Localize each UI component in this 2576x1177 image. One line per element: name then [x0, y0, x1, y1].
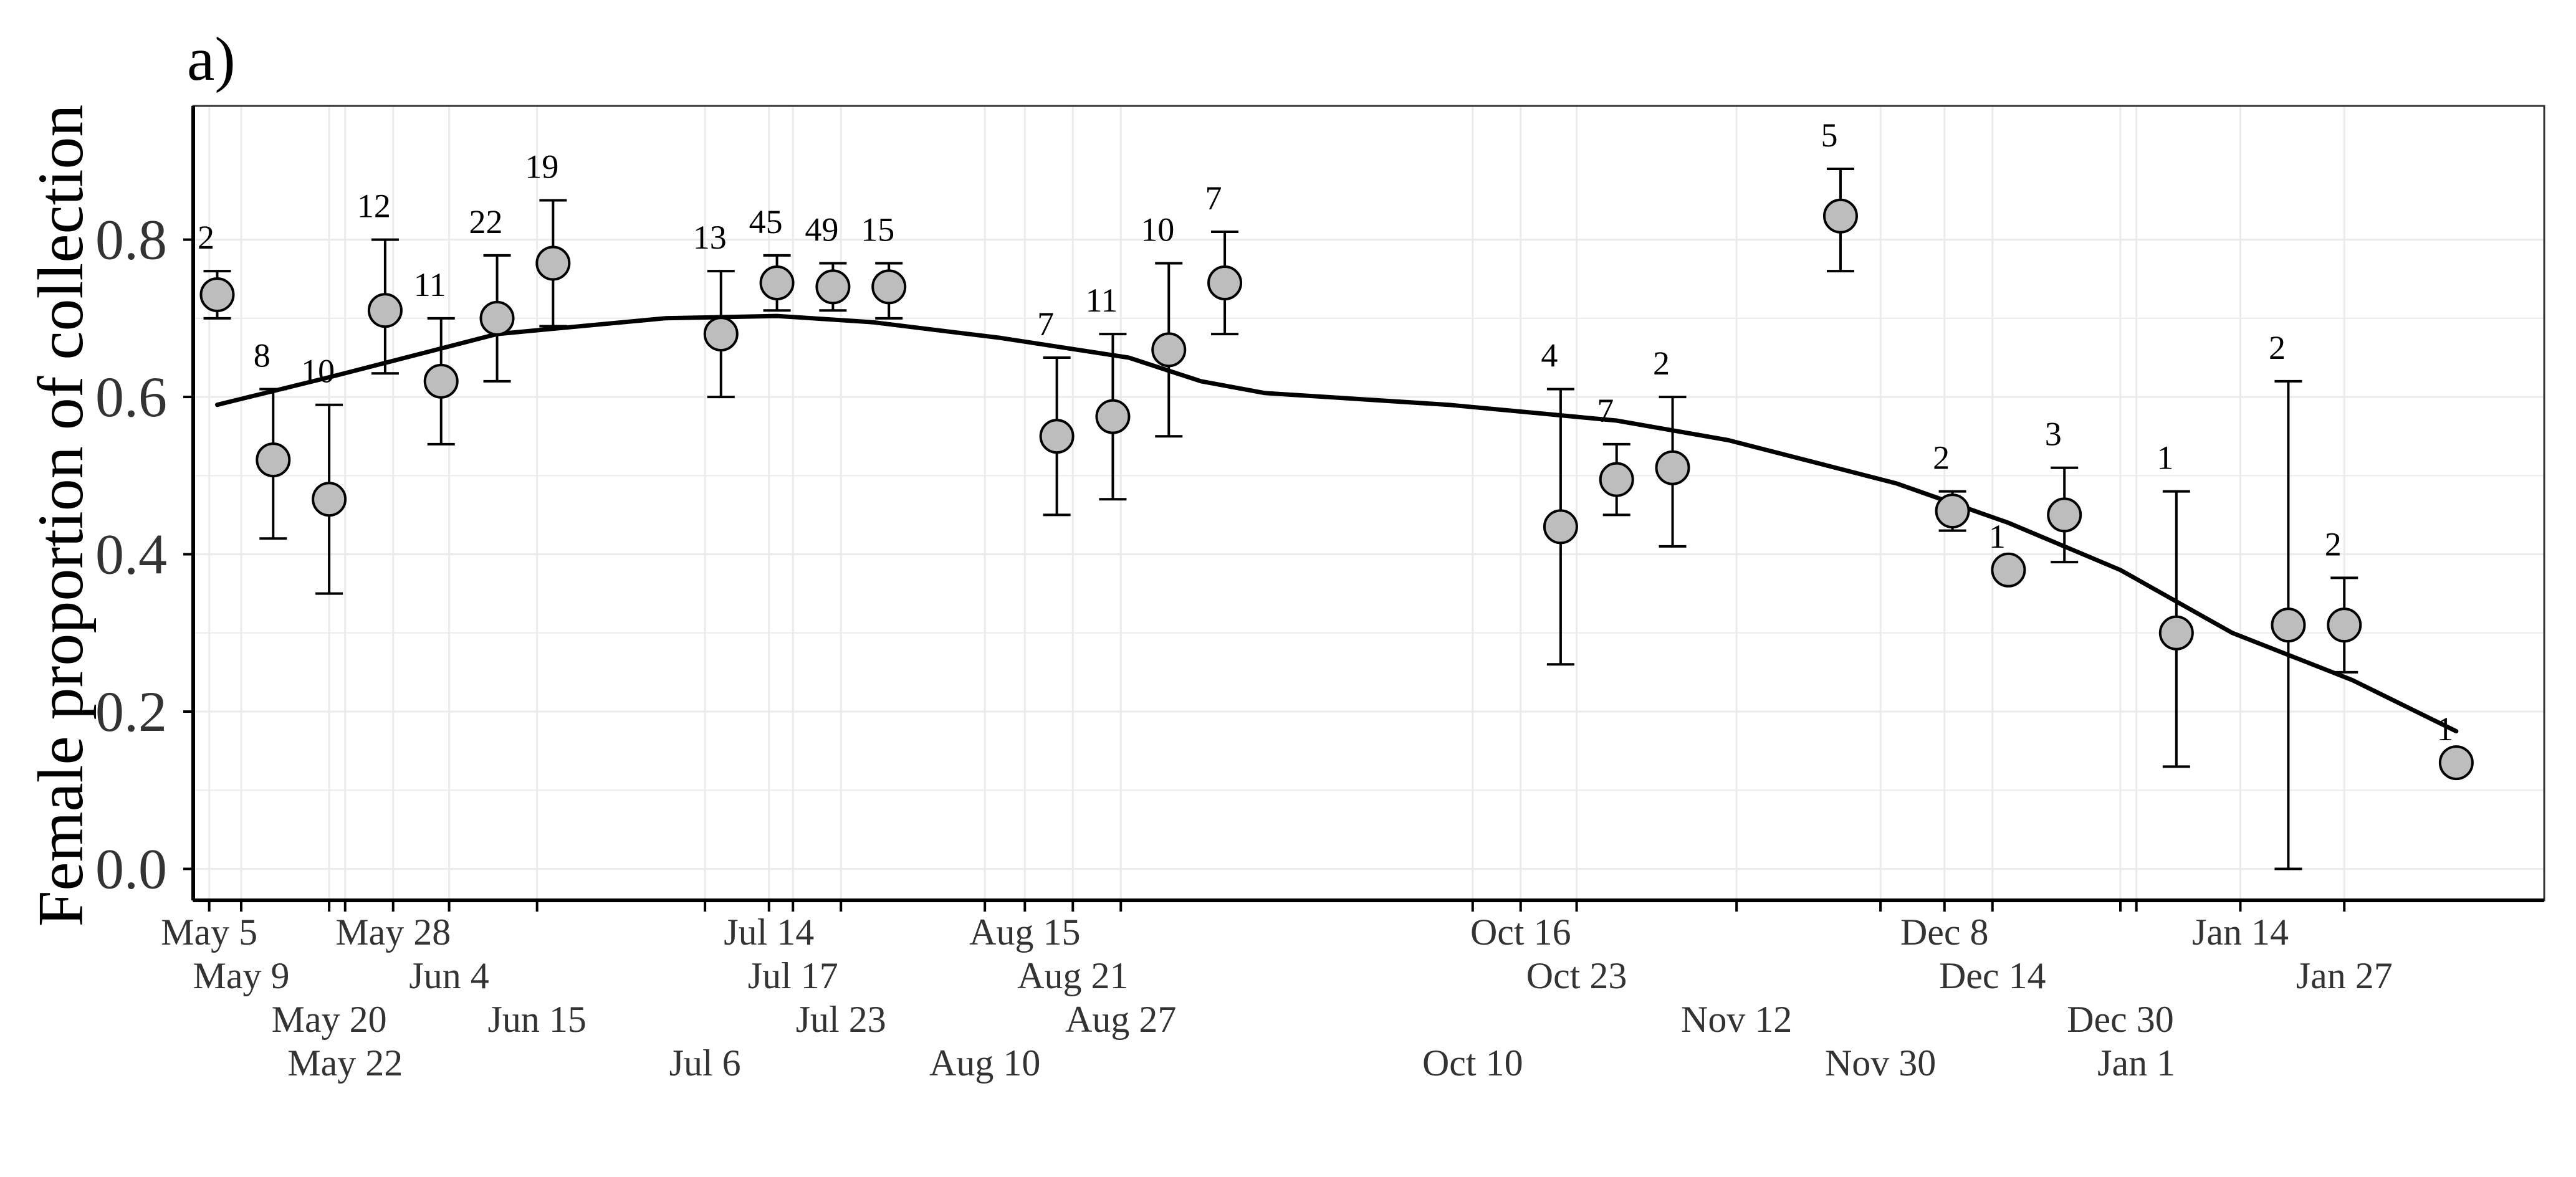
sample-size-label: 8 [254, 336, 271, 374]
data-point [1151, 332, 1187, 368]
sample-size-label: 11 [1085, 282, 1118, 319]
sample-size-label: 2 [2325, 525, 2342, 563]
x-tick-label: Jan 1 [2097, 1042, 2175, 1084]
data-point [1822, 198, 1858, 234]
sample-size-label: 2 [198, 219, 214, 256]
x-tick-label: Oct 16 [1470, 912, 1571, 953]
sample-size-label: 49 [805, 211, 838, 248]
sample-size-label: 3 [2045, 416, 2062, 453]
y-tick-label: 0.6 [95, 365, 167, 429]
sample-size-label: 11 [414, 266, 446, 303]
axis-layer [191, 105, 2545, 902]
x-tick-label: Jun 4 [409, 955, 489, 996]
y-axis-title: Female proportion of collection [25, 105, 97, 927]
data-point [312, 482, 347, 517]
sample-size-label: 45 [749, 203, 783, 241]
sample-size-label: 13 [693, 219, 727, 256]
x-tick-label: Dec 8 [1900, 912, 1989, 953]
sample-size-label: 1 [2157, 439, 2173, 477]
trend-line [215, 313, 2459, 734]
data-point [2047, 497, 2082, 533]
x-tick-label: Jul 6 [669, 1042, 741, 1084]
data-point [367, 293, 403, 328]
panel-label: a) [187, 24, 236, 93]
data-point [815, 269, 851, 305]
data-point [1599, 462, 1634, 497]
sample-size-label: 4 [1541, 336, 1558, 374]
data-point [423, 363, 459, 399]
data-point [2271, 608, 2306, 643]
x-tick-label: May 20 [272, 999, 387, 1040]
data-point [871, 269, 907, 305]
grid-layer [193, 106, 2544, 900]
data-point [2327, 608, 2362, 643]
data-point [1207, 265, 1243, 301]
data-point [1039, 419, 1075, 454]
data-point [759, 265, 795, 301]
sample-size-label: 1 [2436, 710, 2453, 748]
x-tick-label: Dec 14 [1939, 955, 2046, 996]
y-tick-label: 0.2 [95, 680, 167, 743]
x-tick-label: Aug 15 [969, 912, 1080, 953]
data-point [535, 245, 571, 281]
sample-size-label: 7 [1597, 392, 1614, 429]
x-tick-label: Jul 14 [724, 912, 814, 953]
x-tick-label: Oct 23 [1526, 955, 1627, 996]
sample-size-label: 22 [469, 203, 503, 241]
x-tick-label: Jan 27 [2296, 955, 2393, 996]
x-tick-label: May 28 [335, 912, 451, 953]
sample-size-label: 10 [1141, 211, 1174, 248]
y-tick-label: 0.4 [95, 523, 167, 586]
data-point [1935, 493, 1970, 529]
sample-size-label: 7 [1205, 179, 1222, 217]
x-tick-label: Jun 15 [488, 999, 587, 1040]
plot-panel [193, 106, 2544, 900]
data-point [479, 300, 515, 336]
x-tick-label: Nov 12 [1681, 999, 1792, 1040]
y-tick-label: 0.0 [95, 837, 167, 901]
data-point [703, 317, 739, 352]
data-point [256, 442, 291, 478]
x-tick-label: Aug 10 [929, 1042, 1040, 1084]
sample-size-label: 5 [1821, 117, 1837, 154]
sample-size-label: 2 [2269, 329, 2286, 366]
sample-size-label: 2 [1933, 439, 1950, 477]
sample-size-label: 7 [1037, 305, 1054, 343]
x-tick-label: Jan 14 [2192, 912, 2289, 953]
sample-size-label: 2 [1653, 345, 1670, 382]
x-tick-label: Aug 27 [1065, 999, 1176, 1040]
data-points-layer [199, 198, 2474, 781]
x-tick-label: May 5 [161, 912, 257, 953]
sample-size-label: 10 [301, 353, 335, 390]
data-point [1655, 450, 1690, 485]
x-tick-label: Nov 30 [1825, 1042, 1936, 1084]
data-point [1095, 399, 1131, 434]
data-point [2438, 745, 2474, 781]
data-point [1991, 552, 2026, 588]
x-tick-label: Aug 21 [1017, 955, 1128, 996]
x-tick-label: Jul 23 [796, 999, 886, 1040]
x-tick-label: May 9 [193, 955, 289, 996]
data-point [1543, 509, 1578, 545]
x-tick-label: Dec 30 [2067, 999, 2174, 1040]
sample-size-label: 15 [861, 211, 894, 248]
x-tick-label: Oct 10 [1422, 1042, 1523, 1084]
sample-size-label: 1 [1989, 518, 2006, 555]
x-tick-label: May 22 [287, 1042, 403, 1084]
y-tick-label: 0.8 [95, 208, 167, 272]
data-point [199, 277, 235, 312]
data-point [2158, 615, 2194, 650]
sample-size-label: 19 [525, 148, 558, 185]
trend-layer [215, 313, 2459, 734]
sample-size-label: 12 [357, 188, 391, 225]
x-tick-label: Jul 17 [748, 955, 838, 996]
